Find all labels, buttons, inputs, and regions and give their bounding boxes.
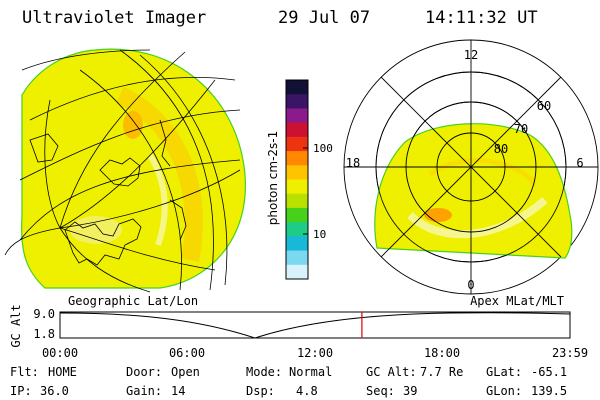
seq-value: 39 (403, 384, 418, 398)
altitude-max-label: 9.0 (33, 307, 55, 321)
image-date: 29 Jul 07 (278, 8, 371, 28)
door-label: Door: (126, 365, 163, 379)
geographic-image (4, 48, 246, 293)
mlat-60-label: 60 (537, 99, 551, 113)
altitude-timeline: Geographic Lat/Lon Apex MLat/MLT GC Alt … (9, 294, 588, 360)
flight-label: Flt: (10, 365, 39, 379)
image-footprint (21, 48, 246, 289)
colorbar-swatch (286, 122, 308, 138)
colorbar-swatch (286, 94, 308, 109)
mlt-12-label: 12 (464, 48, 478, 62)
mlat-70-label: 70 (514, 122, 528, 136)
colorbar-swatch (286, 264, 308, 280)
colorbar-swatch (286, 207, 308, 223)
geographic-title: Geographic Lat/Lon (68, 294, 198, 308)
colorbar-swatch (286, 250, 308, 266)
colorbar-tick-10: 10 (313, 228, 326, 241)
colorbar-swatch (286, 108, 308, 124)
mode-label: Mode: (246, 365, 283, 379)
image-time: 14:11:32 UT (425, 8, 538, 28)
mlat-80-label: 80 (494, 142, 508, 156)
altitude-min-label: 1.8 (33, 327, 55, 341)
gc-alt-value: 7.7 Re (420, 365, 464, 379)
mlt-6-label: 6 (576, 156, 583, 170)
dsp-value: 4.8 (296, 384, 318, 398)
seq-label: Seq: (366, 384, 395, 398)
glat-value: -65.1 (531, 365, 568, 379)
time-tick-1200: 12:00 (297, 346, 333, 360)
mode-value: Normal (289, 365, 333, 379)
flight-value: HOME (48, 365, 77, 379)
colorbar-swatch (286, 222, 308, 237)
ip-value: 36.0 (40, 384, 69, 398)
color-bar: 100 10 photon cm-2s-1 (266, 79, 333, 280)
polar-image: 12 18 6 0 60 70 80 (343, 39, 599, 295)
colorbar-swatch (286, 80, 308, 95)
colorbar-swatch (286, 179, 308, 195)
glon-value: 139.5 (531, 384, 568, 398)
gain-label: Gain: (126, 384, 163, 398)
instrument-title: Ultraviolet Imager (22, 8, 207, 28)
altitude-curve (60, 312, 570, 338)
colorbar-tick-100: 100 (313, 142, 333, 155)
auroral-oval-arc (116, 86, 203, 262)
colorbar-swatch (286, 165, 308, 180)
time-tick-0600: 06:00 (169, 346, 205, 360)
altitude-axis-label: GC Alt (9, 304, 23, 347)
apex-title: Apex MLat/MLT (470, 294, 564, 308)
time-tick-1800: 18:00 (424, 346, 460, 360)
mlt-18-label: 18 (346, 156, 360, 170)
glon-label: GLon: (486, 384, 523, 398)
mlt-0-label: 0 (467, 278, 474, 292)
colorbar-swatch (286, 136, 308, 152)
colorbar-swatch (286, 151, 308, 166)
time-tick-2359: 23:59 (552, 346, 588, 360)
door-value: Open (171, 365, 200, 379)
gain-value: 14 (171, 384, 186, 398)
gc-alt-label: GC Alt: (366, 365, 417, 379)
glat-label: GLat: (486, 365, 523, 379)
ip-label: IP: (10, 384, 32, 398)
colorbar-swatch (286, 236, 308, 252)
colorbar-swatch (286, 193, 308, 209)
dsp-label: Dsp: (246, 384, 275, 398)
time-tick-0000: 00:00 (42, 346, 78, 360)
colorbar-label: photon cm-2s-1 (266, 131, 280, 226)
